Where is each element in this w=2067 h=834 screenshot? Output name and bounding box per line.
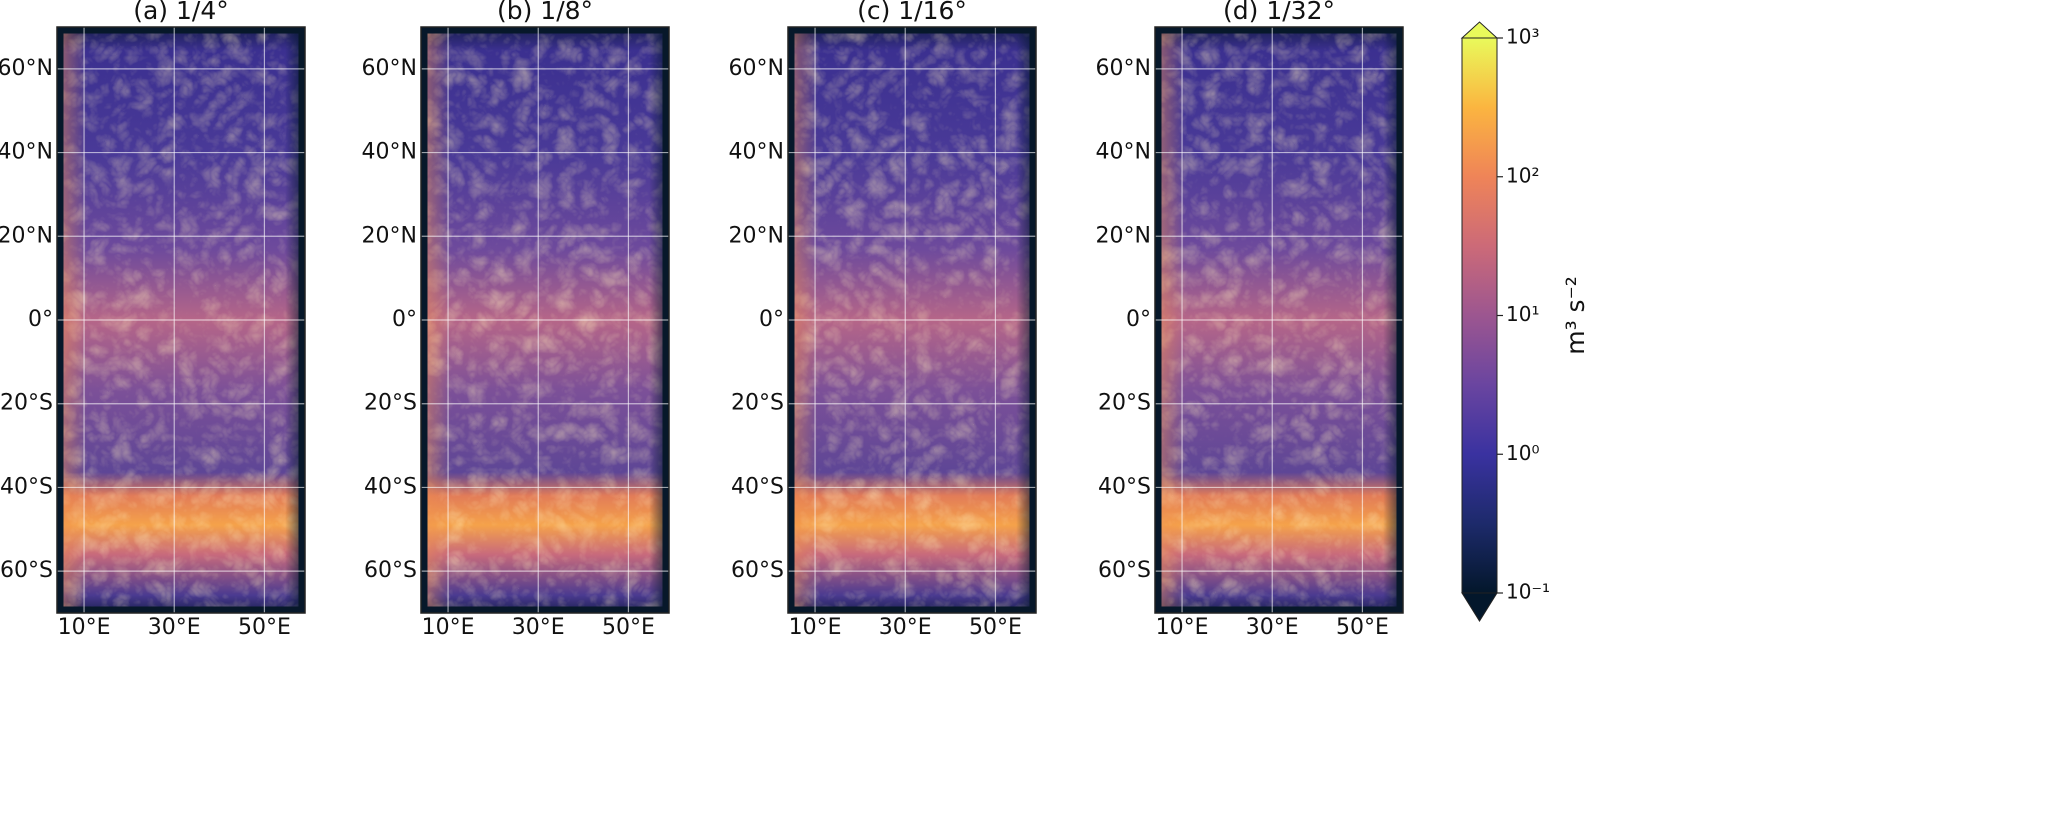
- colorbar-tick-label: 10²: [1506, 163, 1539, 187]
- y-tick-label: 60°N: [729, 56, 784, 81]
- panel-title: (d) 1/32°: [1223, 0, 1335, 25]
- colorbar-extend-top: [1460, 21, 1499, 39]
- y-tick-label: 0°: [28, 307, 53, 332]
- colorbar-label: m³ s⁻²: [1561, 276, 1590, 355]
- x-tick-label: 30°E: [512, 615, 565, 640]
- y-tick-label: 60°N: [0, 56, 53, 81]
- y-tick-label: 20°N: [0, 223, 53, 248]
- colorbar-tick-label: 10¹: [1506, 302, 1539, 326]
- y-tick-label: 40°S: [731, 474, 784, 499]
- colorbar-tick-label: 10⁻¹: [1506, 580, 1550, 604]
- y-tick-label: 20°S: [731, 391, 784, 416]
- x-tick-label: 30°E: [148, 615, 201, 640]
- y-tick-label: 60°N: [362, 56, 417, 81]
- y-tick-label: 20°S: [0, 391, 53, 416]
- colorbar-tick-label: 10³: [1506, 25, 1539, 49]
- y-tick-label: 0°: [759, 307, 784, 332]
- y-tick-label: 20°N: [362, 223, 417, 248]
- map-border: [420, 26, 670, 614]
- x-tick-label: 30°E: [879, 615, 932, 640]
- map-border: [1154, 26, 1404, 614]
- y-tick-label: 20°S: [1098, 391, 1151, 416]
- y-tick-label: 40°S: [364, 474, 417, 499]
- x-tick-label: 10°E: [789, 615, 842, 640]
- x-tick-label: 30°E: [1246, 615, 1299, 640]
- y-tick-label: 40°N: [729, 140, 784, 165]
- y-tick-label: 20°N: [729, 223, 784, 248]
- x-tick-label: 10°E: [1156, 615, 1209, 640]
- panel-title: (c) 1/16°: [857, 0, 967, 25]
- x-tick-label: 50°E: [969, 615, 1022, 640]
- map-border: [787, 26, 1037, 614]
- x-tick-label: 50°E: [602, 615, 655, 640]
- colorbar-extend-bottom: [1461, 592, 1498, 622]
- colorbar-tick-label: 10⁰: [1506, 441, 1539, 465]
- y-tick-label: 20°S: [364, 391, 417, 416]
- y-tick-label: 40°N: [362, 140, 417, 165]
- y-tick-label: 40°N: [0, 140, 53, 165]
- x-tick-label: 10°E: [58, 615, 111, 640]
- x-tick-label: 50°E: [238, 615, 291, 640]
- panel-title: (a) 1/4°: [133, 0, 229, 25]
- map-border: [56, 26, 306, 614]
- y-tick-label: 60°N: [1096, 56, 1151, 81]
- y-tick-label: 0°: [1126, 307, 1151, 332]
- y-tick-label: 40°S: [0, 474, 53, 499]
- y-tick-label: 0°: [392, 307, 417, 332]
- panel-title: (b) 1/8°: [497, 0, 593, 25]
- y-tick-label: 40°N: [1096, 140, 1151, 165]
- y-tick-label: 60°S: [1098, 558, 1151, 583]
- y-tick-label: 40°S: [1098, 474, 1151, 499]
- x-tick-label: 10°E: [422, 615, 475, 640]
- y-tick-label: 60°S: [0, 558, 53, 583]
- y-tick-label: 60°S: [731, 558, 784, 583]
- y-tick-label: 20°N: [1096, 223, 1151, 248]
- colorbar: [1461, 37, 1498, 594]
- x-tick-label: 50°E: [1336, 615, 1389, 640]
- y-tick-label: 60°S: [364, 558, 417, 583]
